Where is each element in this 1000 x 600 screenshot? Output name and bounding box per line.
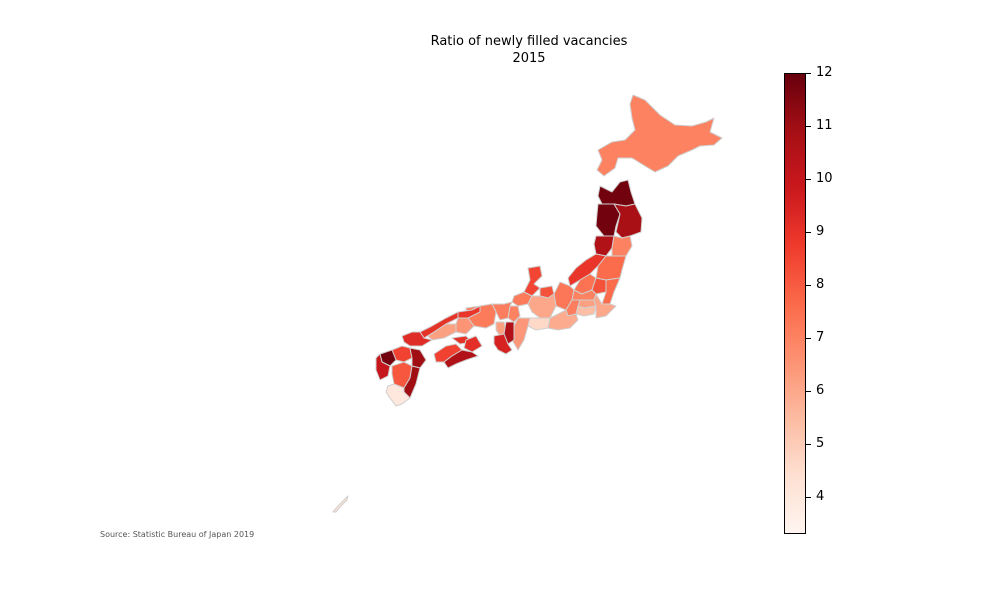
colorbar xyxy=(784,73,806,534)
colorbar-tick xyxy=(806,496,811,498)
colorbar-tick-label: 5 xyxy=(816,435,825,451)
colorbar-tick-label: 12 xyxy=(816,65,833,80)
region-iwate xyxy=(613,203,643,239)
region-kochi xyxy=(443,349,479,369)
colorbar-tick xyxy=(806,443,811,445)
region-nara xyxy=(503,321,515,345)
colorbar-tick-label: 8 xyxy=(816,276,825,292)
region-yamagata xyxy=(593,235,615,257)
region-hiroshima xyxy=(427,323,457,341)
map-title: Ratio of newly filled vacancies xyxy=(430,34,628,49)
region-oita xyxy=(409,347,427,369)
colorbar-tick xyxy=(806,125,811,127)
region-ishikawa xyxy=(523,265,543,297)
colorbar-tick-label: 10 xyxy=(816,170,833,186)
colorbar-tick xyxy=(806,337,811,339)
region-mie xyxy=(511,317,531,351)
region-kagoshima xyxy=(385,383,411,407)
region-hokkaido xyxy=(596,94,723,177)
region-aomori xyxy=(597,179,636,207)
colorbar-tick-label: 9 xyxy=(816,223,825,239)
colorbar-tick-label: 6 xyxy=(816,382,825,398)
map-subtitle: 2015 xyxy=(512,51,546,66)
region-kanagawa xyxy=(575,305,597,317)
region-tokushima xyxy=(463,335,483,353)
region-yamaguchi xyxy=(401,331,433,347)
region-wakayama xyxy=(493,333,513,355)
colorbar-tick-label: 4 xyxy=(816,488,825,504)
region-tochigi xyxy=(591,277,607,295)
region-kyoto xyxy=(491,301,513,321)
colorbar-tick xyxy=(806,73,811,74)
region-shizuoka xyxy=(547,309,579,331)
region-okinawa xyxy=(332,495,349,513)
colorbar-tick xyxy=(806,231,811,233)
colorbar-tick xyxy=(806,284,811,286)
region-aichi xyxy=(527,317,551,331)
colorbar-tick xyxy=(806,390,811,392)
region-miyagi xyxy=(611,235,633,257)
region-chiba xyxy=(593,293,617,319)
colorbar-tick xyxy=(806,178,811,180)
source-note: Source: Statistic Bureau of Japan 2019 xyxy=(100,530,255,539)
region-gifu xyxy=(527,293,557,319)
region-nagasaki xyxy=(375,353,391,381)
colorbar-tick-label: 11 xyxy=(816,117,833,133)
colorbar-tick-label: 7 xyxy=(816,329,825,345)
